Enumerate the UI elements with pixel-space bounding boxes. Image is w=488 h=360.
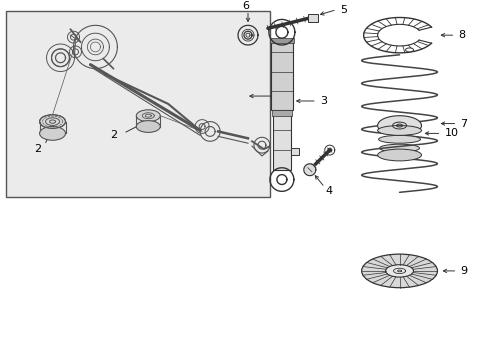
Text: 5: 5 [339,5,346,15]
Bar [307,14,317,22]
Polygon shape [303,164,315,176]
Ellipse shape [40,126,65,140]
Text: 4: 4 [325,186,332,196]
Ellipse shape [377,116,421,135]
Text: 10: 10 [444,129,457,138]
Bar [6,10,269,197]
Bar [290,148,298,155]
Ellipse shape [379,144,419,152]
Text: 3: 3 [319,96,326,106]
Ellipse shape [361,254,437,288]
Ellipse shape [377,126,421,135]
Text: 9: 9 [459,266,467,276]
Text: 1: 1 [285,91,291,101]
Text: 7: 7 [459,118,467,129]
Bar [271,110,291,116]
Ellipse shape [377,149,421,161]
Ellipse shape [136,110,160,122]
Text: 2: 2 [110,130,117,140]
Ellipse shape [385,265,413,277]
Text: 6: 6 [242,1,248,11]
Bar [272,113,290,170]
Text: 2: 2 [35,144,41,154]
Ellipse shape [136,121,160,132]
Ellipse shape [40,115,65,129]
Bar [269,38,293,43]
Bar [270,41,292,110]
Ellipse shape [405,48,413,52]
Text: 8: 8 [457,30,465,40]
Ellipse shape [378,135,420,143]
